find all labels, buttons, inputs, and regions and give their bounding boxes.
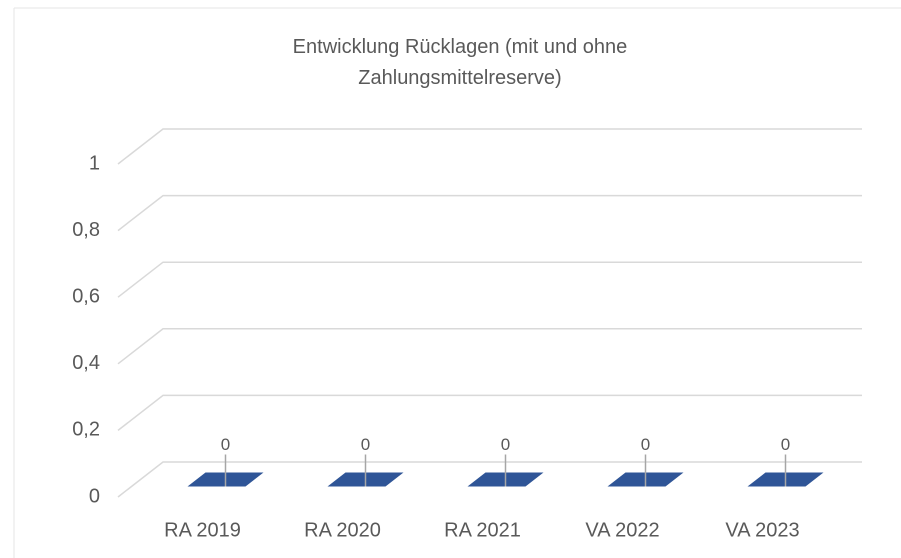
y-tick-label: 0,8 xyxy=(72,219,100,241)
x-tick-label: VA 2023 xyxy=(725,519,799,541)
x-tick-label: RA 2019 xyxy=(164,519,241,541)
grid-line xyxy=(117,328,862,365)
data-label: 0 xyxy=(221,435,230,454)
x-tick-label: VA 2022 xyxy=(585,519,659,541)
chart-title: Entwicklung Rücklagen (mit und ohne Zahl… xyxy=(292,36,628,89)
y-tick-label: 1 xyxy=(89,152,100,174)
data-label: 0 xyxy=(501,435,510,454)
data-label: 0 xyxy=(641,435,650,454)
data-label: 0 xyxy=(781,435,790,454)
y-tick-label: 0,2 xyxy=(72,419,100,441)
y-tick-label: 0 xyxy=(89,485,100,507)
grid-line xyxy=(117,261,862,298)
grid-line xyxy=(117,394,862,431)
y-tick-label: 0,6 xyxy=(72,285,100,307)
y-tick-label: 0,4 xyxy=(72,352,100,374)
x-tick-label: RA 2020 xyxy=(304,519,381,541)
grid-line xyxy=(117,194,862,232)
grid-line xyxy=(117,461,862,498)
x-tick-label: RA 2021 xyxy=(444,519,521,541)
grid-line xyxy=(117,128,862,165)
data-label: 0 xyxy=(361,435,370,454)
